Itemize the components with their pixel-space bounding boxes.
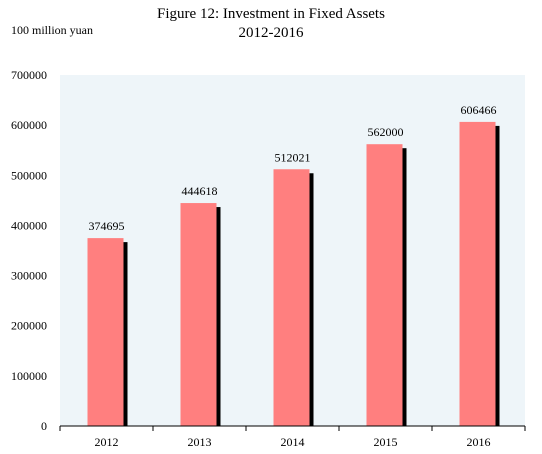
data-label-2014: 512021 [275, 150, 311, 164]
chart-title: Figure 12: Investment in Fixed Assets [157, 6, 385, 22]
y-tick-label: 200000 [11, 319, 47, 333]
bar-2013 [180, 203, 217, 426]
bar-2015 [366, 144, 403, 426]
x-tick-label: 2013 [188, 435, 212, 449]
data-label-2016: 606466 [461, 103, 497, 117]
x-axis: 2012 2013 2014 2015 2016 [59, 426, 526, 449]
y-axis: 0 100000 200000 300000 400000 500000 600000 700… [11, 68, 47, 433]
bars [87, 121, 500, 426]
data-label-2015: 562000 [368, 125, 404, 139]
y-tick-label: 500000 [11, 168, 47, 182]
bar-2012 [87, 238, 124, 426]
bar-2016 [459, 121, 496, 426]
y-tick-label: 700000 [11, 68, 47, 82]
x-tick-label: 2016 [467, 435, 491, 449]
bar-2014 [273, 169, 310, 426]
y-tick-label: 300000 [11, 269, 47, 283]
chart-subtitle: 2012-2016 [238, 25, 304, 41]
x-tick-label: 2014 [281, 435, 305, 449]
x-tick-label: 2012 [95, 435, 119, 449]
y-tick-label: 600000 [11, 118, 47, 132]
data-label-2012: 374695 [89, 219, 125, 233]
data-labels: 374695 444618 512021 562000 606466 [89, 103, 497, 233]
x-tick-label: 2015 [374, 435, 398, 449]
y-tick-label: 100000 [11, 369, 47, 383]
y-tick-label: 400000 [11, 218, 47, 232]
data-label-2013: 444618 [182, 184, 218, 198]
y-axis-unit-label: 100 million yuan [11, 23, 93, 37]
y-tick-label: 0 [41, 419, 47, 433]
